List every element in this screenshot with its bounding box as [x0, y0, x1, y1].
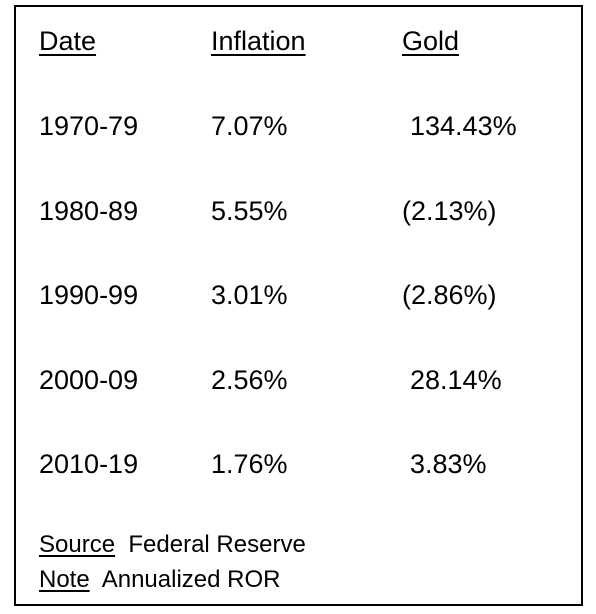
table-cell-date-row-3: 1990-99 [39, 280, 139, 310]
table-cell-inflation-row-5: 1.76% [211, 449, 288, 479]
table-cell-inflation-row-1: 7.07% [211, 111, 288, 141]
column-header-date: Date [39, 26, 97, 56]
source-label: Source [39, 531, 116, 558]
table-cell-gold-row-3: (2.86%) [402, 280, 497, 310]
table-cell-inflation-row-4: 2.56% [211, 364, 288, 395]
table-cell-gold-row-2: (2.13%) [402, 195, 497, 226]
note-line: Note Annualized ROR [39, 566, 280, 594]
table-cell-gold-row-4: 28.14% [410, 364, 502, 395]
note-value: Annualized ROR [101, 566, 281, 593]
source-line: Source Federal Reserve [39, 531, 306, 559]
note-label: Note [39, 566, 90, 593]
table-cell-date-row-1: 1970-79 [39, 111, 139, 141]
table-cell-inflation-row-3: 3.01% [211, 280, 288, 310]
table-frame [14, 5, 583, 606]
column-header-inflation: Inflation [211, 26, 306, 56]
table-cell-date-row-2: 1980-89 [39, 195, 139, 226]
column-header-gold: Gold [402, 26, 460, 56]
table-cell-gold-row-1: 134.43% [410, 111, 517, 141]
table-cell-date-row-5: 2010-19 [39, 449, 139, 479]
table-cell-inflation-row-2: 5.55% [211, 195, 288, 226]
table-cell-date-row-4: 2000-09 [39, 364, 139, 395]
table-cell-gold-row-5: 3.83% [410, 449, 487, 479]
source-value: Federal Reserve [128, 531, 306, 558]
